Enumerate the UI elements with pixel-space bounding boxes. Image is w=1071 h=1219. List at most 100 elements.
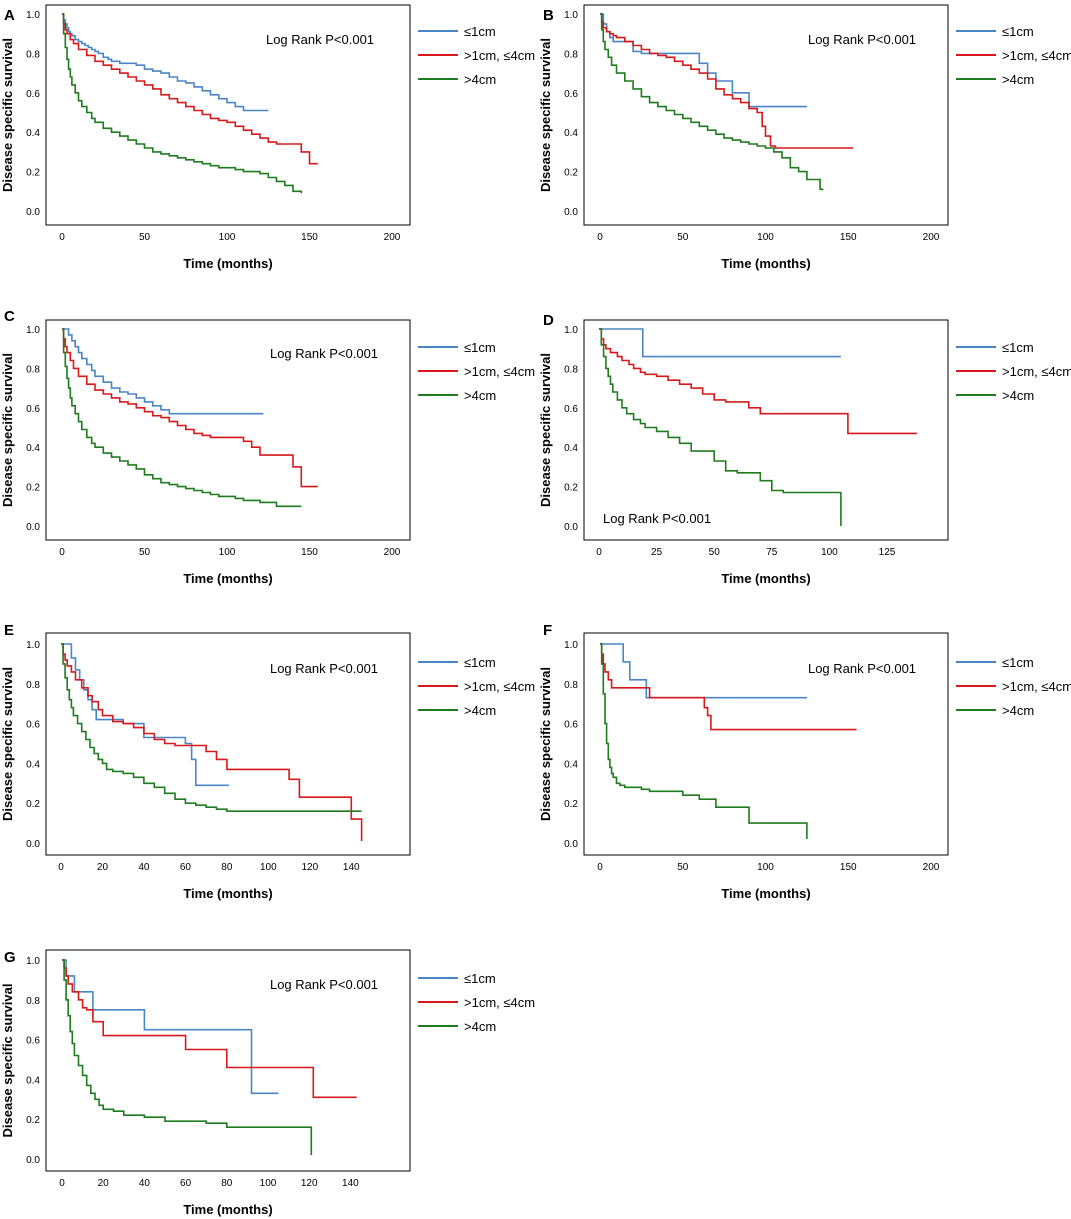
x-tick-label: 50 xyxy=(677,232,689,243)
y-tick-label: 0.6 xyxy=(26,404,40,415)
y-tick-label: 0.0 xyxy=(564,522,578,533)
y-axis-title: Disease specific survival xyxy=(0,984,15,1138)
y-tick-label: 0.2 xyxy=(26,799,40,810)
series-line-gt4cm xyxy=(62,328,302,508)
x-tick-label: 40 xyxy=(138,862,150,873)
plot-frame xyxy=(45,4,411,226)
y-tick-label: 0.4 xyxy=(564,443,578,454)
x-tick-label: 50 xyxy=(139,232,151,243)
x-tick-label: 150 xyxy=(301,547,318,558)
y-axis-title: Disease specific survival xyxy=(0,667,15,821)
log-rank-annotation: Log Rank P<0.001 xyxy=(270,661,378,676)
x-tick-label: 60 xyxy=(180,862,192,873)
y-tick-label: 0.8 xyxy=(26,364,40,375)
x-tick-label: 20 xyxy=(98,1178,110,1189)
series-line-gt4cm xyxy=(599,328,842,526)
legend-label-le1cm: ≤1cm xyxy=(464,340,496,355)
x-axis-title: Time (months) xyxy=(183,571,272,586)
series-line-mid xyxy=(62,13,318,165)
x-tick-label: 60 xyxy=(180,1178,192,1189)
series-line-mid xyxy=(600,13,854,149)
panel-e: E 0.0 0.2 0.4 0.6 0.8 1.0 0 20 40 60 80 100 120 140 Tim… xyxy=(0,622,535,901)
legend: ≤1cm >1cm, ≤4cm >4cm xyxy=(418,24,535,87)
y-tick-label: 0.4 xyxy=(26,128,40,139)
x-tick-label: 25 xyxy=(651,547,663,558)
log-rank-annotation: Log Rank P<0.001 xyxy=(266,32,374,47)
legend: ≤1cm >1cm, ≤4cm >4cm xyxy=(956,24,1071,87)
y-tick-label: 0.2 xyxy=(26,1115,40,1126)
x-tick-label: 140 xyxy=(343,862,360,873)
y-tick-label: 1.0 xyxy=(564,10,578,21)
plot-frame xyxy=(583,632,949,856)
x-tick-label: 40 xyxy=(139,1178,151,1189)
x-tick-label: 150 xyxy=(840,862,857,873)
legend: ≤1cm >1cm, ≤4cm >4cm xyxy=(418,340,535,403)
series-line-le1cm xyxy=(62,959,279,1095)
y-tick-label: 0.6 xyxy=(564,404,578,415)
panel-d: D 0.0 0.2 0.4 0.6 0.8 1.0 0 25 50 75 100 125 Time (mo… xyxy=(538,312,1071,586)
plot-frame xyxy=(583,319,949,541)
series-line-gt4cm xyxy=(600,13,824,191)
series-line-le1cm xyxy=(600,13,807,108)
legend-label-gt4cm: >4cm xyxy=(1002,703,1034,718)
panel-letter: C xyxy=(4,308,15,325)
plot-frame xyxy=(45,319,411,541)
x-tick-label: 100 xyxy=(260,862,277,873)
y-tick-label: 1.0 xyxy=(26,10,40,21)
y-tick-label: 0.4 xyxy=(26,759,40,770)
x-tick-label: 100 xyxy=(260,1178,277,1189)
panel-a: A 0.0 0.2 0.4 0.6 0.8 1.0 0 50 100 150 200 Time (mon… xyxy=(0,4,535,271)
panel-g: G 0.0 0.2 0.4 0.6 0.8 1.0 0 20 40 60 80 100 120 140 Tim… xyxy=(0,949,535,1217)
legend: ≤1cm >1cm, ≤4cm >4cm xyxy=(956,655,1071,718)
x-tick-label: 200 xyxy=(923,232,940,243)
legend-label-le1cm: ≤1cm xyxy=(464,971,496,986)
log-rank-annotation: Log Rank P<0.001 xyxy=(270,346,378,361)
y-tick-label: 0.6 xyxy=(564,720,578,731)
panel-letter: B xyxy=(543,7,554,24)
x-tick-label: 200 xyxy=(384,547,401,558)
x-tick-label: 20 xyxy=(97,862,109,873)
x-tick-label: 50 xyxy=(677,862,689,873)
series-line-mid xyxy=(62,959,357,1099)
log-rank-annotation: Log Rank P<0.001 xyxy=(603,511,711,526)
log-rank-annotation: Log Rank P<0.001 xyxy=(808,661,916,676)
log-rank-annotation: Log Rank P<0.001 xyxy=(808,32,916,47)
x-tick-label: 200 xyxy=(923,862,940,873)
y-tick-label: 0.8 xyxy=(26,49,40,60)
y-tick-label: 1.0 xyxy=(26,325,40,336)
series-line-mid xyxy=(62,328,318,488)
legend-label-mid: >1cm, ≤4cm xyxy=(1002,679,1071,694)
legend-label-gt4cm: >4cm xyxy=(464,388,496,403)
series-line-gt4cm xyxy=(62,13,303,194)
series-line-gt4cm xyxy=(600,643,808,839)
x-tick-label: 100 xyxy=(219,547,236,558)
x-tick-label: 100 xyxy=(757,232,774,243)
series-line-le1cm xyxy=(62,13,269,112)
y-tick-label: 0.4 xyxy=(26,443,40,454)
log-rank-annotation: Log Rank P<0.001 xyxy=(270,977,378,992)
y-tick-label: 0.8 xyxy=(564,49,578,60)
x-tick-label: 120 xyxy=(301,1178,318,1189)
legend-label-gt4cm: >4cm xyxy=(1002,72,1034,87)
x-tick-label: 0 xyxy=(597,232,603,243)
y-tick-label: 0.2 xyxy=(564,168,578,179)
panel-f: F 0.0 0.2 0.4 0.6 0.8 1.0 0 50 100 150 200 Time (mon… xyxy=(538,622,1071,901)
x-tick-label: 100 xyxy=(219,232,236,243)
panel-b: B 0.0 0.2 0.4 0.6 0.8 1.0 0 50 100 150 200 Time (mon… xyxy=(538,4,1071,271)
x-tick-label: 50 xyxy=(709,547,721,558)
x-tick-label: 80 xyxy=(221,1178,233,1189)
y-tick-label: 0.2 xyxy=(26,168,40,179)
y-tick-label: 1.0 xyxy=(26,956,40,967)
legend-label-le1cm: ≤1cm xyxy=(1002,655,1034,670)
legend-label-mid: >1cm, ≤4cm xyxy=(464,995,535,1010)
y-tick-label: 0.6 xyxy=(26,720,40,731)
y-tick-label: 0.6 xyxy=(26,89,40,100)
x-axis-title: Time (months) xyxy=(721,886,810,901)
x-tick-label: 0 xyxy=(59,232,65,243)
x-tick-label: 0 xyxy=(596,547,602,558)
series-line-gt4cm xyxy=(61,643,362,812)
legend-label-gt4cm: >4cm xyxy=(464,72,496,87)
legend-label-mid: >1cm, ≤4cm xyxy=(464,48,535,63)
panel-letter: A xyxy=(4,7,15,24)
